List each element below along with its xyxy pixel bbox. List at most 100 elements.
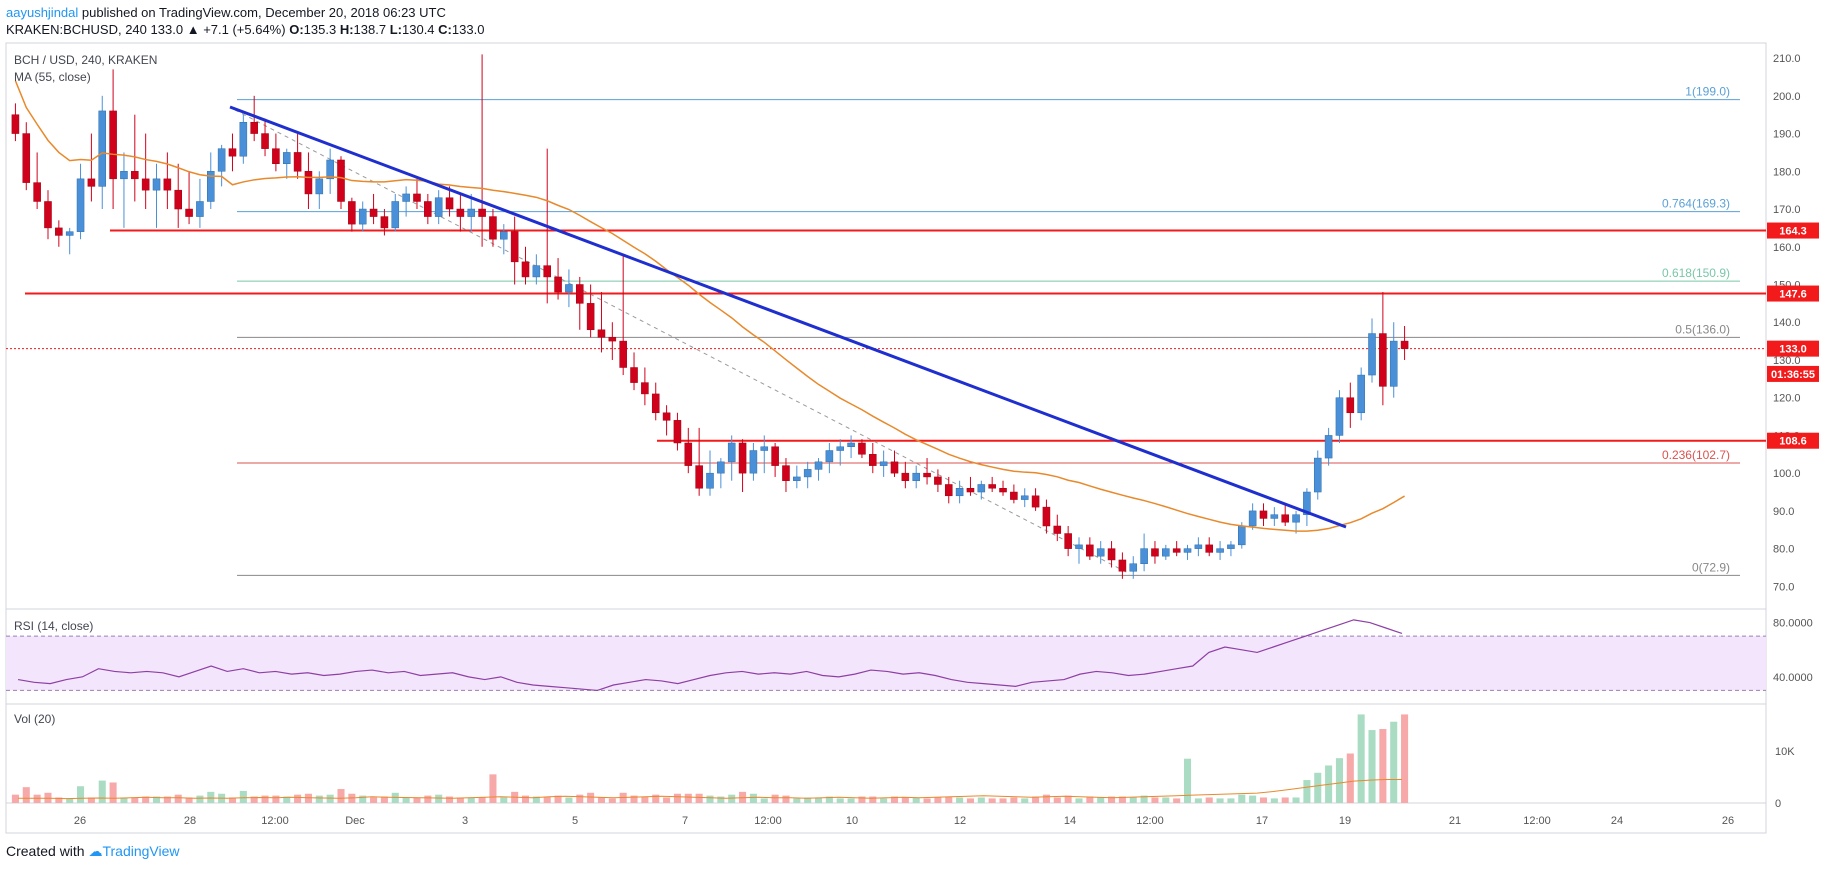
x-tick-label: 28 — [184, 815, 196, 827]
candle-body — [185, 208, 193, 217]
candle-body — [1118, 559, 1127, 572]
change-arrow-icon: ▲ — [186, 22, 200, 37]
price-tag-label: 01:36:55 — [1771, 369, 1815, 381]
candle-body — [738, 442, 747, 474]
candle-body — [228, 148, 237, 157]
candle-body — [1205, 544, 1214, 553]
x-tick-label: Dec — [345, 815, 365, 827]
volume-bar — [1303, 780, 1311, 803]
tradingview-logo-icon[interactable]: ☁ — [88, 843, 103, 859]
candle-body — [1140, 548, 1148, 564]
volume-bar — [196, 795, 204, 803]
tradingview-brand-link[interactable]: TradingView — [102, 843, 180, 859]
volume-legend: Vol (20) — [14, 712, 56, 726]
volume-bar — [1173, 798, 1181, 803]
candle-body — [44, 201, 52, 229]
volume-bar — [66, 798, 74, 803]
volume-bar — [597, 797, 605, 803]
candle-body — [1335, 397, 1344, 436]
volume-bar — [630, 795, 638, 803]
candle-body — [87, 178, 96, 187]
rsi-line — [17, 619, 1403, 692]
candle-body — [1031, 495, 1040, 508]
volume-bar — [815, 797, 823, 803]
volume-bar — [1064, 795, 1072, 803]
candle-body — [261, 133, 269, 149]
low-label: L: — [389, 22, 402, 37]
candle-body — [858, 442, 866, 455]
x-tick-label: 12:00 — [1136, 815, 1164, 827]
volume-bar — [1162, 797, 1170, 803]
candle-body — [1313, 457, 1322, 493]
candle-body — [1183, 548, 1192, 553]
last-price: 133.0 — [150, 22, 184, 37]
volume-ma-line — [18, 779, 1402, 800]
candle-body — [825, 450, 834, 463]
volume-bar — [391, 792, 399, 803]
candle-body — [641, 382, 649, 395]
volume-bar — [1368, 730, 1376, 803]
volume-bar — [283, 796, 291, 803]
candle-body — [1064, 533, 1072, 549]
candle-body — [348, 201, 356, 225]
volume-bar — [988, 798, 996, 803]
rsi-tick-label: 80.0000 — [1773, 618, 1813, 630]
volume-bar — [793, 798, 801, 803]
candle-body — [1194, 544, 1203, 549]
volume-bar — [543, 796, 551, 803]
candle-body — [662, 412, 671, 421]
bearish-trendline[interactable] — [229, 105, 1347, 529]
volume-bar — [424, 795, 432, 803]
volume-bar — [760, 798, 768, 803]
volume-bar — [326, 794, 334, 803]
candle-body — [1162, 548, 1170, 557]
volume-bar — [1086, 796, 1094, 803]
volume-bar — [185, 797, 193, 803]
candle-body — [695, 465, 703, 489]
volume-bar — [695, 793, 703, 803]
volume-bar — [684, 793, 692, 803]
y-tick-label: 160.0 — [1773, 242, 1801, 254]
volume-bar — [207, 791, 215, 803]
candle-body — [293, 152, 302, 172]
candle-body — [174, 189, 182, 210]
volume-bar — [33, 794, 41, 803]
volume-bar — [489, 774, 497, 803]
candle-body — [1172, 548, 1181, 553]
volume-bar — [402, 797, 410, 803]
candle-body — [1400, 340, 1409, 349]
x-tick-label: 12 — [954, 815, 966, 827]
volume-bar — [1357, 714, 1365, 803]
price-tag — [1767, 340, 1819, 357]
y-tick-label: 180.0 — [1773, 166, 1801, 178]
candle-body — [803, 469, 812, 478]
candle-body — [304, 171, 313, 195]
candle-body — [152, 178, 161, 191]
candle-body — [1281, 514, 1289, 523]
volume-bar — [315, 795, 323, 803]
candle-body — [434, 197, 443, 217]
candle-body — [1010, 491, 1018, 500]
dashed-channel-line — [234, 109, 1131, 575]
candle-body — [500, 231, 508, 240]
volume-bar — [1010, 797, 1018, 803]
candle-body — [510, 231, 519, 263]
x-tick-label: 26 — [1722, 815, 1734, 827]
volume-bar — [966, 798, 974, 803]
volume-bar — [782, 795, 790, 803]
volume-bar — [1129, 797, 1137, 803]
candle-body — [478, 208, 486, 217]
candle-body — [380, 216, 389, 229]
candle-body — [272, 148, 280, 164]
created-with-label: Created with — [6, 843, 85, 859]
y-tick-label: 120.0 — [1773, 393, 1801, 405]
volume-bar — [1238, 794, 1246, 803]
candle-body — [1248, 510, 1257, 527]
candle-body — [565, 284, 573, 293]
author-link[interactable]: aayushjindal — [6, 5, 79, 20]
volume-bar — [467, 797, 475, 803]
volume-bar — [1140, 795, 1148, 803]
rsi-legend: RSI (14, close) — [14, 619, 94, 633]
volume-bar — [1194, 798, 1202, 803]
